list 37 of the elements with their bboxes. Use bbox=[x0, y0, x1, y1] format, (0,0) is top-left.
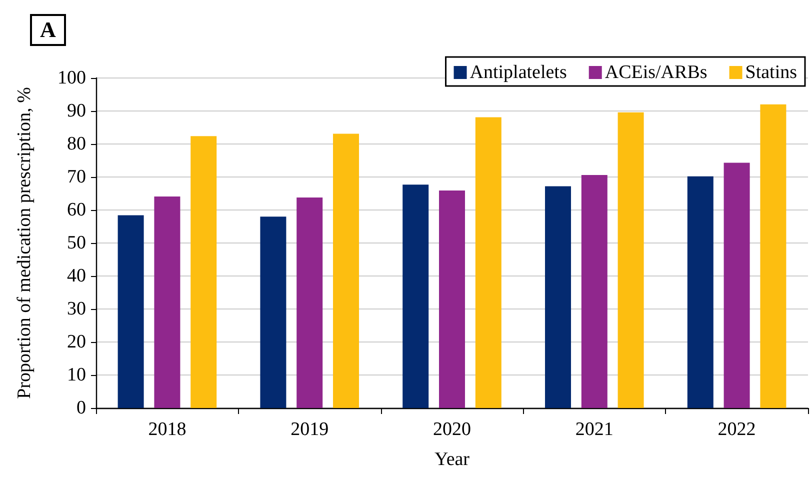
bar bbox=[475, 117, 502, 408]
bar bbox=[118, 215, 144, 408]
bar bbox=[154, 196, 180, 408]
y-tick-label: 70 bbox=[67, 166, 86, 188]
bar bbox=[618, 112, 644, 408]
bar bbox=[760, 104, 786, 408]
bar bbox=[581, 175, 608, 408]
x-tick-label: 2020 bbox=[433, 419, 471, 440]
y-tick-label: 100 bbox=[58, 68, 86, 88]
x-tick-label: 2022 bbox=[718, 419, 756, 440]
bar bbox=[333, 134, 359, 408]
y-tick-label: 90 bbox=[67, 100, 86, 122]
bar bbox=[260, 216, 286, 408]
x-tick-label: 2021 bbox=[575, 419, 614, 440]
bar bbox=[296, 197, 323, 408]
y-tick-label: 10 bbox=[67, 364, 86, 386]
bar bbox=[190, 136, 217, 408]
y-axis-title: Proportion of medication prescription, % bbox=[14, 86, 35, 399]
y-tick-label: 60 bbox=[67, 200, 86, 220]
bar bbox=[724, 162, 750, 408]
y-tick-label: 0 bbox=[76, 398, 86, 418]
y-tick-label: 50 bbox=[67, 232, 86, 254]
x-axis-title: Year bbox=[434, 449, 470, 470]
bar bbox=[545, 186, 571, 408]
bar bbox=[687, 176, 714, 408]
bar bbox=[402, 184, 429, 408]
legend-label: ACEis/ARBs bbox=[604, 62, 708, 83]
legend-label: Antiplatelets bbox=[470, 62, 567, 83]
y-tick-label: 30 bbox=[67, 298, 86, 320]
legend-label: Statins bbox=[745, 62, 798, 83]
text: A bbox=[30, 14, 66, 46]
bar bbox=[439, 190, 465, 408]
y-tick-label: 40 bbox=[67, 266, 86, 286]
y-tick-label: 20 bbox=[67, 332, 86, 352]
y-tick-label: 80 bbox=[67, 134, 86, 154]
x-tick-label: 2018 bbox=[148, 419, 186, 440]
x-tick-label: 2019 bbox=[290, 419, 329, 440]
